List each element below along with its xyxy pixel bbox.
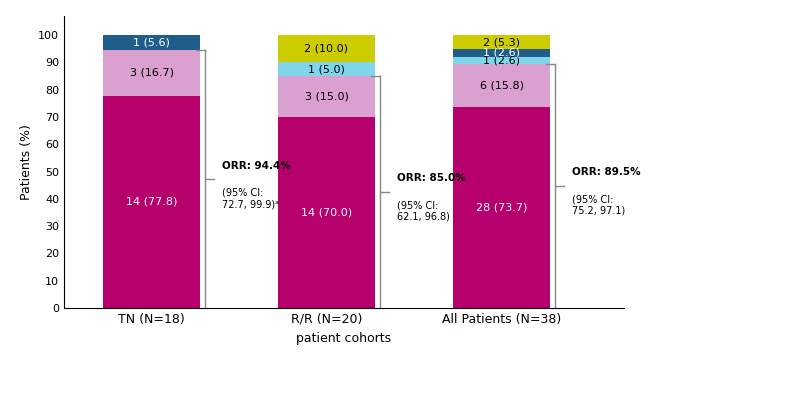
Bar xyxy=(278,117,374,308)
Bar xyxy=(278,62,374,76)
Text: 1 (2.6): 1 (2.6) xyxy=(483,48,520,58)
Bar xyxy=(103,35,200,50)
Text: ORR: 89.5%: ORR: 89.5% xyxy=(572,167,641,177)
Text: (95% CI:
62.1, 96.8): (95% CI: 62.1, 96.8) xyxy=(398,200,450,222)
Text: ORR: 94.4%: ORR: 94.4% xyxy=(222,160,291,171)
Text: 3 (16.7): 3 (16.7) xyxy=(130,68,174,78)
Text: (95% CI:
75.2, 97.1): (95% CI: 75.2, 97.1) xyxy=(572,194,626,216)
Text: 2 (5.3): 2 (5.3) xyxy=(483,37,520,47)
Bar xyxy=(278,76,374,117)
Bar xyxy=(454,35,550,49)
Text: (95% CI:
72.7, 99.9)ᵃ: (95% CI: 72.7, 99.9)ᵃ xyxy=(222,188,279,209)
Bar xyxy=(454,64,550,107)
Bar xyxy=(454,107,550,308)
Text: 3 (15.0): 3 (15.0) xyxy=(305,91,349,102)
Bar xyxy=(454,56,550,64)
Bar xyxy=(454,49,550,56)
Text: 14 (70.0): 14 (70.0) xyxy=(301,207,352,218)
Text: 6 (15.8): 6 (15.8) xyxy=(479,80,523,90)
Text: 28 (73.7): 28 (73.7) xyxy=(476,202,527,213)
Legend: CR, PR, SD, PD, NEᵇ: CR, PR, SD, PD, NEᵇ xyxy=(237,391,451,395)
Text: 14 (77.8): 14 (77.8) xyxy=(126,197,177,207)
Bar xyxy=(103,50,200,96)
Text: 1 (2.6): 1 (2.6) xyxy=(483,55,520,65)
Y-axis label: Patients (%): Patients (%) xyxy=(19,124,33,200)
Text: 1 (5.0): 1 (5.0) xyxy=(308,64,345,74)
Text: ORR: 85.0%: ORR: 85.0% xyxy=(398,173,466,183)
Bar xyxy=(278,35,374,62)
Text: 2 (10.0): 2 (10.0) xyxy=(305,43,349,54)
Bar xyxy=(103,96,200,308)
Text: 1 (5.6): 1 (5.6) xyxy=(133,37,170,47)
X-axis label: patient cohorts: patient cohorts xyxy=(297,331,391,344)
